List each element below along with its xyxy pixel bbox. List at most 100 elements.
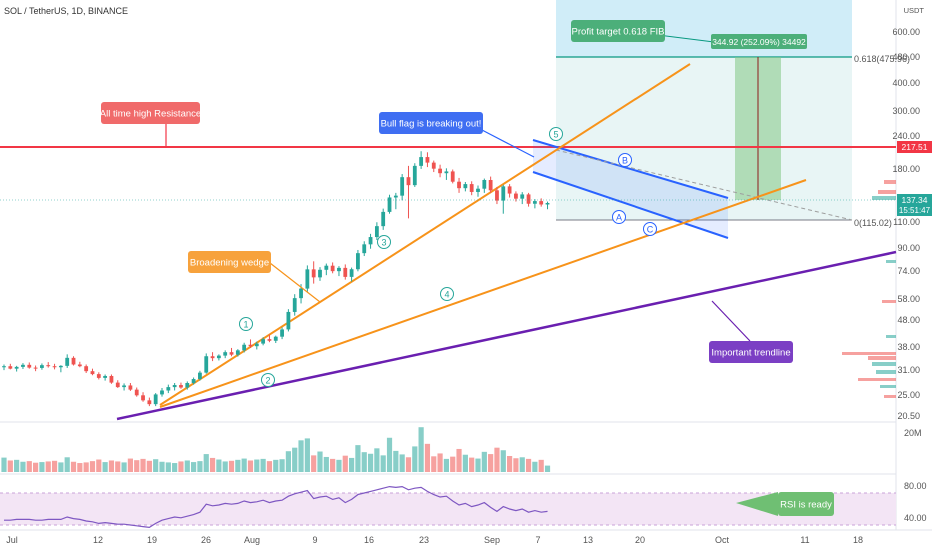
candle: [381, 211, 386, 227]
volume-bar: [1, 457, 7, 472]
callout-profit-target[interactable]: Profit target 0.618 FIB: [571, 20, 715, 43]
volume-bar: [525, 458, 532, 472]
callout-ath[interactable]: All time high Resistance: [100, 102, 201, 147]
candle: [103, 375, 108, 378]
candle: [507, 186, 512, 194]
volume-bar: [140, 458, 146, 472]
volume-bar: [544, 465, 551, 472]
candle: [235, 350, 240, 355]
candle: [438, 168, 442, 174]
wave-2: 2: [261, 373, 275, 387]
candle: [198, 372, 202, 380]
candle: [311, 269, 316, 278]
candle: [128, 385, 133, 390]
volume-bar: [254, 459, 260, 472]
rsi-line: [4, 485, 548, 529]
wave-a: A: [612, 210, 626, 224]
volume-bar: [7, 460, 13, 472]
symbol-title: SOL / TetherUS, 1D, BINANCE: [4, 6, 128, 16]
candle: [545, 202, 550, 205]
volume-bar: [412, 446, 418, 472]
callout-rsi-text: RSI is ready: [780, 500, 832, 511]
volume-bar: [405, 457, 412, 472]
candle: [33, 367, 38, 369]
volume-bar: [77, 463, 83, 472]
candle: [286, 311, 291, 330]
candle: [349, 269, 354, 277]
candle: [223, 352, 228, 356]
callout-trendline[interactable]: Important trendline: [709, 300, 793, 363]
price-tick: 20.50: [897, 411, 920, 421]
bull-flag-channel: [533, 140, 728, 238]
price-tick: 110.00: [893, 217, 920, 227]
candle: [248, 344, 253, 347]
volume-bar: [292, 447, 298, 472]
volume-bar: [64, 457, 70, 472]
volume-bar: [51, 460, 58, 472]
volume-bar: [336, 459, 342, 472]
volume-bar: [399, 454, 405, 472]
volume-bar: [184, 460, 190, 472]
volume-bar: [102, 462, 108, 472]
candle: [172, 385, 177, 388]
volume-bar: [70, 461, 77, 472]
candle: [27, 364, 32, 368]
wave-5: 5: [549, 127, 563, 141]
candle: [2, 366, 6, 368]
candle: [343, 267, 348, 277]
volume-bar: [83, 462, 89, 472]
candle: [356, 253, 360, 270]
volume-bar: [304, 438, 310, 472]
wave-b: B: [618, 153, 632, 167]
callout-bull-flag[interactable]: Bull flag is breaking out!: [379, 112, 535, 158]
time-axis: Jul 12 19 26 Aug 9 16 23 Sep 7 13 20 Oct…: [6, 535, 863, 545]
important-trendline: [116, 250, 897, 421]
volume-bar: [58, 462, 64, 472]
candle: [463, 184, 468, 189]
volume-bar: [431, 456, 437, 472]
candle: [400, 177, 405, 196]
volume-bar: [197, 461, 203, 472]
svg-text:217.51: 217.51: [902, 142, 928, 152]
candle: [514, 193, 518, 199]
candle: [147, 400, 152, 405]
volume-bar: [108, 460, 115, 472]
svg-text:A: A: [616, 213, 622, 223]
callout-rsi[interactable]: RSI is ready: [736, 492, 834, 516]
volume-bar: [121, 462, 127, 472]
candle: [444, 171, 449, 174]
volume-bar: [172, 463, 178, 472]
volume-bar: [96, 459, 102, 472]
time-tick: 7: [535, 535, 540, 545]
volume-bar: [393, 450, 399, 472]
price-axis-background: [896, 0, 932, 550]
wave-3: 3: [377, 235, 391, 249]
price-tick: 38.00: [897, 342, 920, 352]
time-tick: 20: [635, 535, 645, 545]
time-tick: 9: [312, 535, 317, 545]
wave-4: 4: [440, 287, 454, 301]
volume-bar: [216, 459, 222, 472]
price-tick: 90.00: [897, 243, 920, 253]
candle: [520, 194, 525, 199]
volume-bar: [500, 450, 506, 472]
volume-bar: [342, 455, 348, 472]
price-tick: 25.00: [897, 390, 920, 400]
volume-bar: [513, 458, 519, 472]
candle: [153, 394, 158, 405]
wave-labels: 1 2 3 4 5 A B C: [239, 127, 657, 387]
volume-bar: [209, 457, 216, 472]
flag-upper-line: [532, 139, 729, 199]
bar-countdown: 15:51:47: [899, 206, 931, 215]
candle: [318, 269, 322, 278]
volume-bar: [115, 461, 121, 472]
volume-bar: [159, 461, 165, 472]
candle: [204, 356, 209, 373]
candle: [14, 366, 19, 369]
candle: [141, 395, 145, 401]
callout-wedge[interactable]: Broadening wedge: [188, 251, 321, 303]
wedge-lower-line: [159, 179, 807, 408]
candle: [210, 356, 215, 359]
candle: [267, 339, 272, 341]
